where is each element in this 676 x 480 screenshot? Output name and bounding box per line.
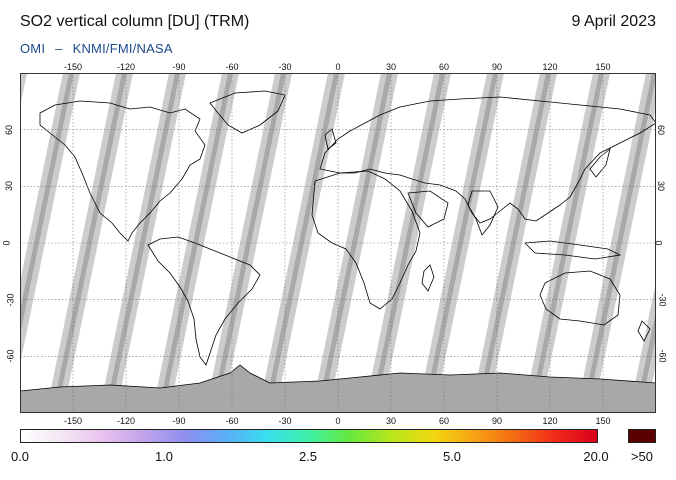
right-lat-tick-label: -30 [657, 293, 668, 307]
right-lat-tick-label: -60 [657, 349, 668, 363]
so2-map [20, 73, 656, 413]
swath-band [169, 73, 275, 413]
colorbar-label-overflow: >50 [630, 449, 654, 464]
bottom-lon-tick-label: -60 [225, 416, 239, 426]
australia [539, 270, 621, 326]
top-lon-tick-label: -60 [225, 62, 239, 72]
north-america [39, 100, 206, 242]
top-lon-tick-label: -90 [172, 62, 186, 72]
overflow-swatch [628, 429, 656, 443]
bottom-lon-tick-label: -120 [116, 416, 136, 426]
top-lon-tick-label: 150 [595, 62, 611, 72]
new-zealand [637, 320, 651, 342]
arabia [407, 190, 449, 228]
top-lon-tick-label: -30 [278, 62, 292, 72]
instrument-label: OMI [20, 41, 46, 56]
top-lon-tick-label: 60 [438, 62, 450, 72]
left-lat-tick-label: 0 [1, 240, 12, 246]
bottom-lon-tick-label: 90 [491, 416, 503, 426]
eurasia [319, 96, 656, 224]
colorbar-label-1: 1.0 [154, 449, 174, 464]
africa [311, 170, 421, 310]
bottom-lon-tick-label: 150 [595, 416, 611, 426]
swath-band [116, 73, 222, 413]
top-lon-tick-label: -150 [63, 62, 83, 72]
india [467, 190, 499, 236]
swath-band [593, 107, 656, 413]
top-lon-tick-label: -120 [116, 62, 136, 72]
top-lon-tick-label: 120 [542, 62, 558, 72]
greenland [209, 90, 286, 134]
bottom-lon-tick-label: 60 [438, 416, 450, 426]
swath-band [222, 73, 328, 413]
great-britain [324, 128, 337, 150]
swath-band [63, 73, 169, 413]
colorbar-label-2: 2.5 [298, 449, 318, 464]
top-lon-tick-label: 0 [335, 62, 341, 72]
agency-label: KNMI/FMI/NASA [72, 41, 173, 56]
madagascar [421, 264, 435, 292]
bottom-lon-tick-label: 30 [385, 416, 397, 426]
left-lat-tick-label: -60 [5, 349, 16, 363]
credit-separator: – [55, 41, 63, 56]
colorbar-gradient [20, 429, 598, 443]
bottom-lon-tick-label: 0 [335, 416, 341, 426]
indonesia [524, 240, 622, 260]
colorbar-label-4: 20.0 [583, 449, 609, 464]
swath-band [434, 73, 540, 413]
swath-band [20, 73, 116, 413]
colorbar-label-3: 5.0 [442, 449, 462, 464]
date-label: 9 April 2023 [571, 13, 656, 30]
coastlines [39, 90, 656, 366]
graticule [20, 73, 656, 413]
bottom-lon-tick-label: -30 [278, 416, 292, 426]
top-lon-tick-label: 90 [491, 62, 503, 72]
colorbar [20, 429, 598, 443]
chart-title: SO2 vertical column [DU] (TRM) [20, 13, 250, 30]
south-america [147, 236, 261, 366]
swath-band [487, 73, 593, 413]
bottom-lon-tick-label: -90 [172, 416, 186, 426]
left-lat-tick-label: -30 [5, 293, 16, 307]
colorbar-label-0: 0.0 [10, 449, 30, 464]
swath-band [540, 73, 646, 413]
left-lat-tick-label: 60 [4, 124, 15, 135]
right-lat-tick-label: 60 [656, 124, 667, 135]
japan [589, 147, 611, 178]
left-lat-tick-label: 30 [4, 181, 15, 192]
bottom-lon-tick-label: 120 [542, 416, 558, 426]
orbit-swaths [20, 73, 656, 413]
map-frame [20, 73, 656, 413]
right-lat-tick-label: 30 [656, 181, 667, 192]
swath-band [20, 73, 63, 282]
bottom-lon-tick-label: -150 [63, 416, 83, 426]
top-lon-tick-label: 30 [385, 62, 397, 72]
credit-line: OMI – KNMI/FMI/NASA [20, 41, 173, 56]
